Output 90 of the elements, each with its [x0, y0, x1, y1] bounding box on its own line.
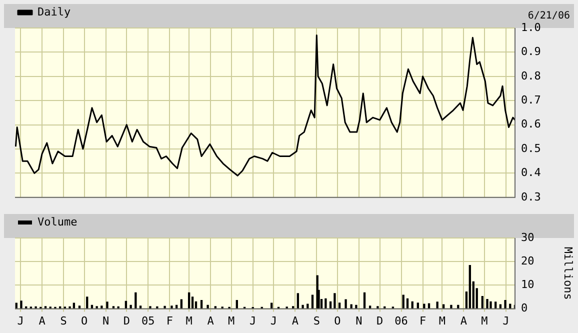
x-tick-label: M: [228, 314, 236, 328]
bar: [164, 306, 166, 309]
x-tick-label: D: [123, 314, 130, 328]
x-tick-label: F: [166, 314, 173, 328]
text: 6/21/06: [528, 10, 570, 22]
legend-label: Daily: [38, 5, 71, 18]
x-tick-label: 05: [142, 314, 155, 328]
bar: [406, 298, 409, 309]
bar: [416, 302, 419, 309]
x-tick-label: J: [250, 314, 256, 328]
bar: [355, 304, 358, 309]
y-tick-label: 1.0: [521, 20, 541, 34]
bar: [324, 298, 327, 309]
x-tick-label: D: [376, 314, 384, 328]
x-tick-label: F: [419, 314, 426, 328]
bar: [112, 306, 115, 309]
x-tick-label: S: [313, 314, 320, 328]
bar: [368, 306, 372, 309]
bar: [490, 301, 492, 309]
bar: [170, 306, 173, 309]
x-tick-label: J: [270, 314, 277, 328]
bar: [402, 294, 404, 309]
x-tick-label: O: [81, 314, 88, 328]
y-tick-label: 20: [521, 254, 534, 268]
x-tick-label: A: [38, 314, 46, 328]
bar: [302, 304, 304, 309]
bar: [376, 306, 379, 309]
bar: [338, 302, 341, 309]
x-tick-label: M: [481, 314, 488, 328]
bar: [130, 304, 132, 309]
y-tick-label: 30: [521, 230, 534, 244]
bar: [149, 306, 152, 309]
bar: [124, 300, 128, 309]
x-tick-label: O: [334, 314, 341, 328]
y-tick-label: 0.9: [521, 45, 541, 58]
y-tick-label: 0: [521, 302, 528, 315]
bar: [96, 306, 98, 309]
bar: [499, 304, 502, 309]
bar: [214, 306, 216, 309]
y-tick-label: 0.6: [521, 118, 541, 131]
x-tick-label: M: [186, 314, 193, 328]
bar: [344, 299, 347, 309]
bar: [292, 306, 294, 309]
x-tick-label: M: [438, 314, 446, 328]
bar: [139, 306, 142, 309]
bar: [100, 306, 103, 309]
y-tick-label: 10: [521, 278, 534, 292]
bar: [481, 296, 484, 309]
bar: [34, 306, 37, 309]
y-tick-label: 0.8: [521, 69, 541, 82]
bar: [468, 265, 472, 309]
bar: [206, 304, 209, 309]
bar: [334, 293, 336, 309]
bar: [78, 306, 81, 309]
bar: [188, 292, 190, 309]
bar: [450, 304, 452, 309]
x-tick-label: 06: [394, 314, 408, 328]
bar: [296, 293, 300, 309]
bar: [86, 296, 88, 309]
bar: [504, 300, 506, 309]
bar: [442, 304, 445, 309]
y-tick-label: 0.5: [521, 142, 541, 155]
bar: [191, 296, 194, 309]
bar: [486, 299, 488, 309]
bar: [134, 292, 137, 309]
bar: [436, 302, 438, 309]
x-tick-label: A: [207, 314, 214, 328]
bar: [350, 304, 352, 309]
y-tick-label: 0.7: [521, 93, 541, 106]
x-tick-label: A: [292, 314, 299, 328]
y-tick-label: 0.3: [521, 190, 541, 204]
bar: [106, 302, 108, 309]
bar: [117, 306, 120, 309]
y-axis-title: Millions: [562, 246, 575, 300]
legend-label: Volume: [38, 215, 78, 228]
bar: [363, 292, 366, 309]
x-tick-label: S: [60, 314, 67, 328]
x-tick-label: N: [102, 314, 110, 328]
bar: [200, 300, 203, 309]
bar: [20, 300, 22, 309]
bar: [236, 300, 238, 309]
x-tick-label: J: [502, 314, 510, 328]
bar: [68, 306, 71, 309]
x-tick-label: A: [460, 314, 468, 328]
bar: [311, 294, 314, 309]
x-tick-label: J: [17, 314, 24, 328]
x-tick-label: N: [356, 314, 362, 328]
bar: [44, 306, 47, 309]
bar: [494, 302, 497, 309]
y-tick-label: 0.4: [521, 166, 542, 180]
